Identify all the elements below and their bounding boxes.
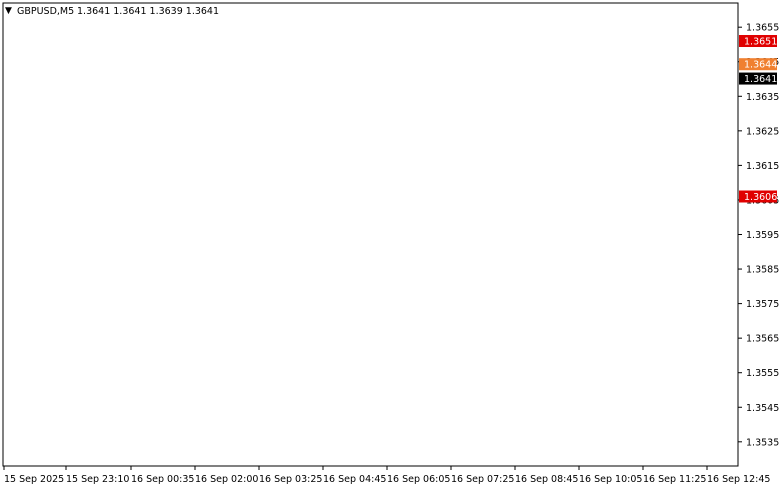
resistance-price-label: 1.3651 — [744, 37, 777, 48]
current-price-label-bg — [739, 72, 777, 85]
x-tick-label: 16 Sep 06:05 — [387, 474, 450, 485]
y-tick-label: 1.3535 — [746, 437, 779, 448]
plot-frame — [2, 2, 739, 467]
current-price-label: 1.3641 — [744, 74, 777, 85]
chart-header: ▼ GBPUSD,M5 1.3641 1.3641 1.3639 1.3641 — [5, 6, 219, 17]
x-tick-label: 16 Sep 08:45 — [515, 474, 578, 485]
y-tick-label: 1.3615 — [746, 161, 779, 172]
x-tick-label: 16 Sep 10:05 — [579, 474, 642, 485]
x-tick-label: 16 Sep 12:45 — [707, 474, 770, 485]
resistance-price-label-bg — [739, 35, 777, 48]
x-tick-label: 16 Sep 11:25 — [643, 474, 706, 485]
bid-price-label-bg — [739, 58, 777, 71]
x-tick-label: 16 Sep 07:25 — [451, 474, 514, 485]
y-tick-label: 1.3575 — [746, 299, 779, 310]
x-tick-label: 16 Sep 04:45 — [323, 474, 386, 485]
y-tick-label: 1.3595 — [746, 230, 779, 241]
y-tick-label: 1.3625 — [746, 126, 779, 137]
support-price-label-bg — [739, 190, 777, 203]
x-tick-label: 16 Sep 00:35 — [131, 474, 194, 485]
symbol-timeframe: GBPUSD,M5 — [17, 6, 74, 17]
y-tick-label: 1.3585 — [746, 265, 779, 276]
bid-price-label: 1.3644 — [744, 60, 777, 71]
x-tick-label: 16 Sep 02:00 — [195, 474, 258, 485]
x-tick-label: 15 Sep 2025 — [4, 474, 64, 485]
support-price-label: 1.3606 — [744, 192, 777, 203]
y-tick-label: 1.3655 — [746, 23, 779, 34]
price-labels: 1.3651 1.3606 1.3644 1.3641 — [739, 35, 777, 203]
y-tick-label: 1.3545 — [746, 403, 779, 414]
ohlc-values: 1.3641 1.3641 1.3639 1.3641 — [77, 6, 219, 17]
axes: 1.36551.36451.36351.36251.36151.36051.35… — [2, 2, 779, 485]
y-tick-label: 1.3635 — [746, 92, 779, 103]
y-tick-label: 1.3565 — [746, 334, 779, 345]
x-tick-label: 16 Sep 03:25 — [259, 474, 322, 485]
x-tick-label: 15 Sep 23:10 — [66, 474, 129, 485]
y-tick-label: 1.3555 — [746, 368, 779, 379]
symbol-dropdown-icon[interactable]: ▼ — [5, 6, 12, 16]
